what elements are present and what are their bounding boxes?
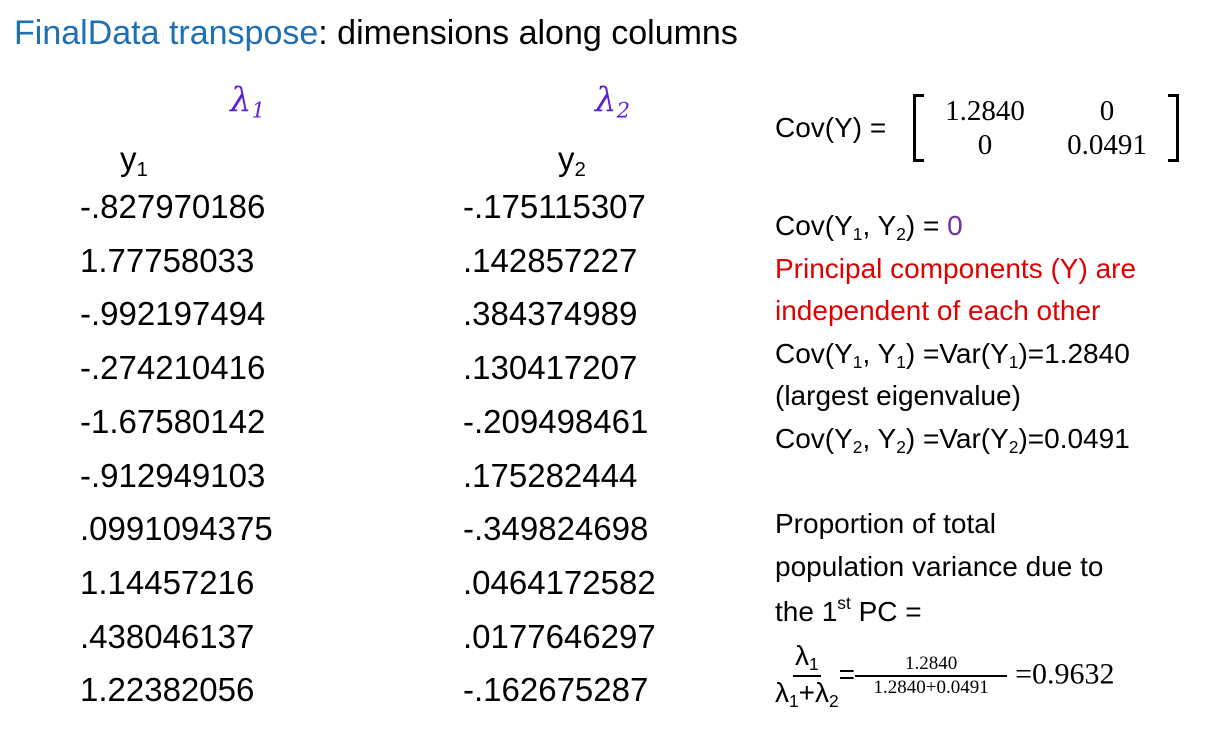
text-segment: (largest eigenvalue) bbox=[775, 380, 1021, 412]
cell: -.175115307 bbox=[463, 188, 646, 225]
text-segment: 2 bbox=[829, 691, 839, 712]
text-segment: 2 bbox=[1008, 437, 1019, 458]
cell: -.162675287 bbox=[463, 671, 649, 709]
text-segment: 2 bbox=[896, 437, 906, 458]
text-segment: Cov(Y bbox=[775, 423, 853, 454]
fraction: λ1 λ1+λ2 bbox=[775, 640, 839, 712]
text-segment: y bbox=[120, 140, 137, 177]
note-line: (largest eigenvalue) bbox=[775, 380, 1021, 412]
note-line: the 1st PC = bbox=[775, 593, 922, 628]
fraction: 1.2840 1.2840+0.0491 bbox=[855, 653, 1008, 699]
text-segment: y bbox=[558, 140, 575, 177]
cell: -.209498461 bbox=[463, 402, 649, 440]
text-segment: ) =Var(Y bbox=[905, 423, 1009, 454]
text-segment: 1 bbox=[852, 352, 863, 372]
note-line: independent of each other bbox=[775, 295, 1100, 327]
note-line: population variance due to bbox=[775, 551, 1103, 583]
column-header: y2 bbox=[558, 140, 586, 182]
cell: -.912949103 bbox=[80, 456, 266, 494]
text-segment: 1 bbox=[251, 97, 265, 123]
matrix-cell: 1.2840 bbox=[945, 95, 1025, 127]
text-segment: λ bbox=[230, 80, 252, 120]
cell: .0464172582 bbox=[463, 563, 656, 601]
text-segment: the 1 bbox=[775, 596, 838, 628]
cell: -.827970186 bbox=[80, 188, 266, 225]
cell: -.992197494 bbox=[80, 295, 266, 333]
note-line: Cov(Y1, Y1) =Var(Y1)=1.2840 bbox=[775, 338, 1130, 373]
matrix-row: 0 0.0491 bbox=[924, 128, 1168, 162]
cell: 1.14457216 bbox=[80, 563, 255, 601]
cov-label: Cov(Y) = bbox=[775, 112, 887, 143]
text-segment: λ bbox=[795, 640, 809, 671]
cell: .0991094375 bbox=[80, 510, 273, 548]
note-line: Cov(Y1, Y2) = 0 bbox=[775, 210, 963, 245]
cell: .142857227 bbox=[463, 241, 638, 279]
cell: -1.67580142 bbox=[80, 402, 266, 440]
text-segment: : dimensions along columns bbox=[318, 14, 738, 52]
text-segment: st bbox=[837, 593, 851, 613]
text-segment: 1 bbox=[1008, 352, 1019, 372]
text-segment: PC = bbox=[850, 596, 922, 628]
column-header: y1 bbox=[120, 140, 148, 182]
text-segment: 1 bbox=[809, 654, 819, 675]
annotation: λ1 bbox=[230, 80, 265, 122]
annotation: λ2 bbox=[595, 80, 630, 122]
cell: 1.22382056 bbox=[80, 671, 255, 709]
cell: .175282444 bbox=[463, 456, 638, 494]
cell: .0177646297 bbox=[463, 617, 656, 655]
cell: 1.77758033 bbox=[80, 241, 255, 279]
text-segment: Cov(Y bbox=[775, 210, 853, 241]
note-line: Proportion of total bbox=[775, 508, 996, 540]
cell: .130417207 bbox=[463, 349, 638, 387]
text-segment: independent of each other bbox=[775, 295, 1101, 327]
text-segment: ) =Var(Y bbox=[905, 337, 1009, 369]
text-segment: 1 bbox=[789, 691, 799, 712]
text-segment: Cov(Y bbox=[775, 337, 853, 369]
text-segment: , Y bbox=[862, 210, 897, 241]
text-segment: Principal components (Y) are bbox=[775, 252, 1137, 284]
text-segment: 1 bbox=[852, 224, 863, 245]
text-segment: +λ bbox=[798, 677, 830, 709]
matrix-cell: 0 bbox=[977, 129, 993, 161]
text-segment: , Y bbox=[862, 337, 897, 369]
text-segment: population variance due to bbox=[775, 550, 1104, 582]
text-segment: Proportion of total bbox=[775, 508, 997, 539]
text-segment: 1 bbox=[136, 158, 148, 182]
cell: .438046137 bbox=[80, 617, 255, 655]
denominator: 1.2840+0.0491 bbox=[873, 677, 989, 699]
numerator: 1.2840 bbox=[855, 653, 1008, 678]
matrix-cell: 0 bbox=[1099, 95, 1115, 127]
text-segment: )=0.0491 bbox=[1018, 423, 1130, 454]
cell: -.349824698 bbox=[463, 510, 649, 548]
text-segment: 2 bbox=[616, 97, 630, 123]
note-line: Principal components (Y) are bbox=[775, 253, 1136, 285]
text-segment: 2 bbox=[574, 158, 586, 182]
text-segment: , Y bbox=[862, 423, 897, 454]
text-segment: FinalData transpose bbox=[14, 14, 319, 52]
text-segment: 2 bbox=[896, 224, 906, 245]
cell: -.274210416 bbox=[80, 349, 266, 387]
formula: λ1 λ1+λ2 = 1.2840 1.2840+0.0491 =0.9632 bbox=[775, 640, 1114, 712]
result: =0.9632 bbox=[1015, 657, 1115, 691]
matrix-row: 1.2840 0 bbox=[924, 94, 1168, 128]
matrix: 1.2840 0 0 0.0491 bbox=[913, 94, 1179, 162]
text-segment: )=1.2840 bbox=[1018, 337, 1130, 369]
numerator: λ1 bbox=[793, 640, 821, 678]
denominator: λ1+λ2 bbox=[775, 677, 839, 712]
text-segment: 2 bbox=[852, 437, 863, 458]
cell: .384374989 bbox=[463, 295, 638, 333]
text-segment: ) = bbox=[905, 210, 948, 241]
equals: = bbox=[838, 658, 856, 690]
matrix-cell: 0.0491 bbox=[1067, 129, 1147, 161]
title: FinalData transpose: dimensions along co… bbox=[14, 14, 738, 53]
text-segment: λ bbox=[775, 677, 789, 709]
text-segment: λ bbox=[595, 80, 617, 120]
text-segment: 0 bbox=[947, 210, 963, 241]
text-segment: 1 bbox=[896, 352, 906, 372]
note-line: Cov(Y2, Y2) =Var(Y2)=0.0491 bbox=[775, 423, 1130, 458]
